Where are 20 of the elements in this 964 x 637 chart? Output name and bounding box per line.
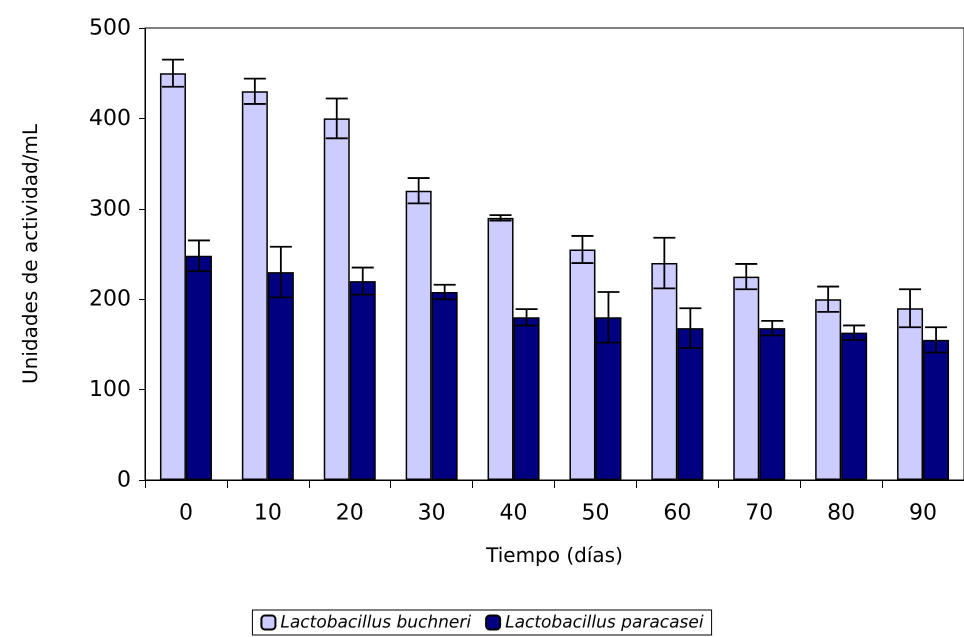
y-tick-label: 0: [117, 468, 131, 492]
x-axis-title: Tiempo (días): [485, 543, 623, 567]
x-tick-label: 40: [500, 500, 528, 526]
legend-label: Lactobacillus paracasei: [505, 612, 704, 632]
x-tick-label: 20: [336, 500, 364, 526]
y-tick-label: 500: [89, 16, 131, 40]
y-tick-label: 100: [89, 377, 131, 402]
x-tick-label: 0: [178, 500, 193, 526]
x-tick-label: 90: [909, 500, 938, 526]
x-tick-label: 10: [254, 500, 282, 526]
y-tick-label: 300: [89, 196, 131, 222]
x-tick-label: 80: [827, 500, 856, 526]
legend-label: Lactobacillus buchneri: [280, 612, 472, 632]
y-tick-label: 400: [89, 106, 131, 131]
x-tick-label: 30: [418, 500, 446, 526]
y-tick-label: 200: [89, 286, 131, 312]
y-axis-title: Unidades de actividad/mL: [18, 123, 42, 384]
x-tick-label: 50: [581, 500, 610, 526]
x-tick-label: 60: [663, 500, 692, 526]
x-tick-label: 70: [745, 500, 774, 526]
